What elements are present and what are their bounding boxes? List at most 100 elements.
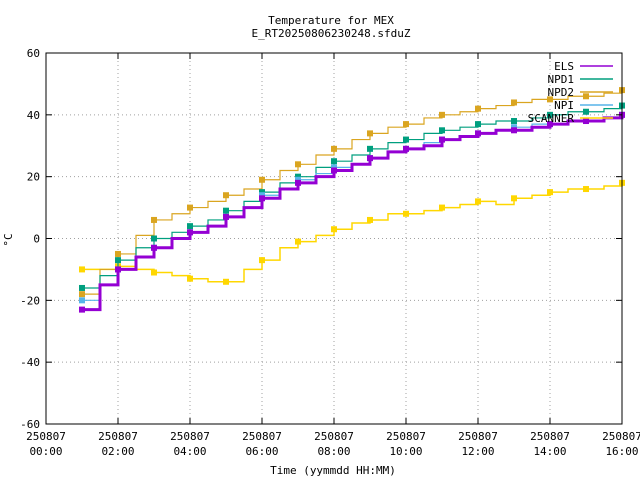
x-tick-date-label: 250807 (314, 430, 354, 443)
series-point-npi (331, 164, 337, 171)
series-point-npi (511, 124, 517, 131)
series-point-scanner (547, 189, 553, 196)
x-tick-date-label: 250807 (98, 430, 138, 443)
legend-label-scanner: SCANNER (528, 112, 575, 125)
x-tick-date-label: 250807 (170, 430, 210, 443)
series-point-scanner (367, 216, 373, 223)
series-point-npi (259, 192, 265, 199)
y-axis-label: °C (2, 233, 15, 246)
x-tick-date-label: 250807 (530, 430, 570, 443)
series-point-scanner (151, 269, 157, 276)
series-point-els (367, 155, 373, 162)
x-tick-time-label: 00:00 (29, 445, 62, 458)
x-axis: 250807 00:00 250807 02:00 250807 04:00 250807 0… (26, 53, 640, 458)
series-point-npd1 (331, 158, 337, 165)
series-point-npd2 (367, 130, 373, 137)
series-point-els (511, 127, 517, 134)
series-line-npd1 (82, 105, 623, 289)
x-axis-label: Time (yymmdd HH:MM) (270, 464, 396, 477)
series-point-scanner (259, 257, 265, 264)
series-point-els (403, 145, 409, 152)
series-point-npd2 (115, 250, 121, 257)
series-point-npi (79, 297, 85, 304)
y-tick-label: -20 (20, 294, 40, 307)
series-point-npd2 (511, 99, 517, 106)
grid-lines (46, 53, 622, 424)
series-point-els (151, 244, 157, 251)
legend-label-npi: NPI (554, 99, 574, 112)
series-point-els (583, 118, 589, 125)
series-point-npd2 (259, 176, 265, 183)
series-point-npd1 (259, 189, 265, 196)
series-point-npd2 (295, 161, 301, 168)
series-point-scanner (295, 238, 301, 245)
series-point-scanner (403, 210, 409, 217)
legend-label-els: ELS (554, 60, 574, 73)
x-tick-time-label: 04:00 (173, 445, 206, 458)
series-point-npd1 (151, 235, 157, 242)
chart-title: Temperature for MEX (268, 14, 394, 27)
series-point-scanner (439, 204, 445, 211)
series-point-npd1 (187, 223, 193, 230)
x-tick-time-label: 02:00 (101, 445, 134, 458)
series-point-els (547, 121, 553, 128)
y-axis: 60 40 20 0 -20 -40 -60 (20, 47, 622, 431)
series-point-scanner (331, 226, 337, 233)
series-point-els (79, 306, 85, 313)
x-tick-time-label: 06:00 (245, 445, 278, 458)
y-tick-label: 0 (33, 233, 40, 246)
legend-label-npd1: NPD1 (548, 73, 575, 86)
series-point-npd1 (511, 118, 517, 125)
series-line-npd2 (82, 90, 623, 295)
series-point-npd2 (475, 105, 481, 112)
series-point-npi (295, 176, 301, 183)
series-point-npd2 (151, 216, 157, 223)
x-tick-date-label: 250807 (458, 430, 498, 443)
series-point-scanner (511, 195, 517, 202)
chart-subtitle: E_RT20250806230248.sfduZ (252, 27, 411, 40)
series-point-els (259, 195, 265, 202)
y-tick-label: -40 (20, 356, 40, 369)
series-point-npd1 (115, 257, 121, 264)
x-tick-time-label: 08:00 (317, 445, 350, 458)
series-point-npd1 (79, 284, 85, 291)
series-point-els (295, 179, 301, 186)
series-point-npd1 (295, 173, 301, 180)
y-tick-label: -60 (20, 418, 40, 431)
y-tick-label: 20 (27, 171, 40, 184)
series-point-els (223, 213, 229, 220)
series-point-els (187, 229, 193, 236)
series-point-npd2 (547, 96, 553, 103)
series-point-npd2 (187, 204, 193, 211)
series-point-els (331, 167, 337, 174)
series-point-scanner (475, 198, 481, 205)
series-point-npd2 (583, 93, 589, 100)
series-point-npd1 (439, 127, 445, 134)
y-tick-label: 40 (27, 109, 40, 122)
series-point-scanner (583, 186, 589, 193)
series-point-npd1 (223, 207, 229, 214)
series-line-scanner (82, 182, 623, 283)
series-point-npd2 (331, 145, 337, 152)
series-point-npd1 (367, 145, 373, 152)
x-tick-time-label: 10:00 (389, 445, 422, 458)
series-point-npd1 (403, 136, 409, 143)
series-point-npd2 (223, 192, 229, 199)
series-point-npd2 (403, 121, 409, 128)
x-tick-time-label: 12:00 (461, 445, 494, 458)
series-point-scanner (223, 278, 229, 285)
x-tick-date-label: 250807 (386, 430, 426, 443)
legend-label-npd2: NPD2 (548, 86, 575, 99)
series-line-els (82, 114, 624, 312)
series-point-npd1 (583, 108, 589, 115)
x-tick-date-label: 250807 (26, 430, 66, 443)
series-point-npd1 (475, 121, 481, 128)
series-point-els (115, 266, 121, 273)
series-point-npd2 (79, 291, 85, 298)
x-tick-date-label: 250807 (602, 430, 640, 443)
x-tick-time-label: 14:00 (533, 445, 566, 458)
x-tick-date-label: 250807 (242, 430, 282, 443)
x-tick-time-label: 16:00 (605, 445, 638, 458)
